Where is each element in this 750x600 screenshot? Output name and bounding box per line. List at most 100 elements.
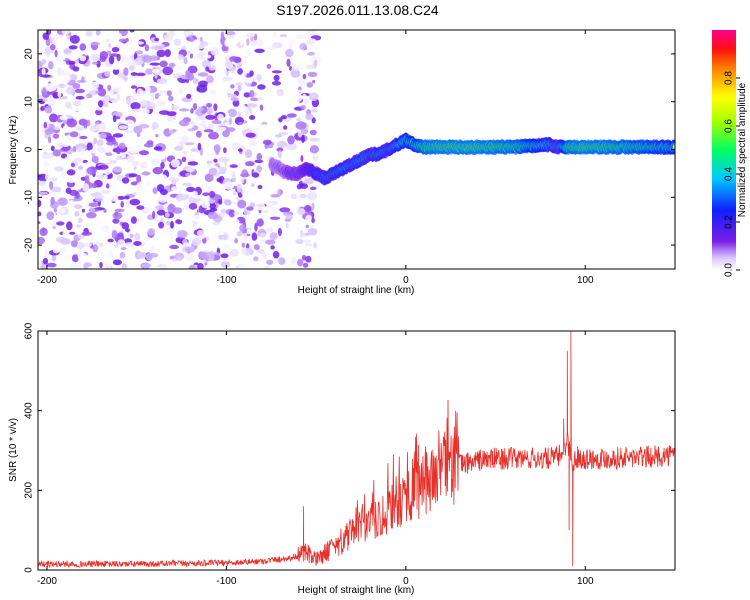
noise-blob xyxy=(222,129,230,138)
noise-blob xyxy=(279,34,288,38)
noise-blob xyxy=(246,103,258,108)
noise-blob xyxy=(262,209,270,214)
noise-blob xyxy=(239,224,246,233)
noise-blob xyxy=(89,84,95,90)
snr-panel: -200 -100 0 100 0 200 400 600 Height of straig… xyxy=(8,322,676,596)
noise-blob xyxy=(139,113,146,122)
noise-blob xyxy=(228,209,235,218)
noise-blob xyxy=(91,81,97,86)
noise-blob xyxy=(241,242,246,248)
noise-blob xyxy=(312,79,316,84)
noise-blob xyxy=(86,212,97,219)
noise-blob xyxy=(287,113,297,118)
x-tick-label: -100 xyxy=(216,576,236,587)
colorbar-tick-label: 0.6 xyxy=(724,119,735,133)
noise-blob xyxy=(191,148,197,152)
x-tick-label: 100 xyxy=(577,275,594,286)
noise-blob xyxy=(158,110,170,115)
noise-blob xyxy=(79,135,88,140)
noise-blob xyxy=(50,186,62,193)
noise-blob xyxy=(96,146,106,154)
noise-blob xyxy=(84,201,92,209)
noise-blob xyxy=(171,186,178,192)
noise-blob xyxy=(308,92,319,101)
noise-blob xyxy=(138,124,150,129)
noise-blob xyxy=(164,33,174,42)
noise-blob xyxy=(203,54,212,59)
noise-blob xyxy=(266,259,274,265)
noise-blob xyxy=(150,246,155,253)
noise-blob xyxy=(149,62,161,66)
noise-blob xyxy=(237,199,247,209)
noise-blob xyxy=(112,218,120,224)
noise-blob xyxy=(123,129,134,134)
noise-blob xyxy=(104,145,113,153)
noise-blob xyxy=(273,74,280,82)
noise-blob xyxy=(197,142,202,151)
noise-blob xyxy=(244,76,254,84)
noise-blob xyxy=(77,146,84,153)
noise-blob xyxy=(255,202,266,211)
noise-blob xyxy=(290,193,298,200)
noise-blob xyxy=(273,144,278,149)
noise-blob xyxy=(267,91,276,96)
noise-blob xyxy=(218,157,230,163)
noise-blob xyxy=(201,59,211,69)
noise-blob xyxy=(159,263,168,269)
noise-blob xyxy=(149,95,155,102)
noise-blob xyxy=(44,249,49,259)
noise-blob xyxy=(141,246,148,252)
noise-blob xyxy=(130,102,141,110)
noise-blob xyxy=(256,74,262,82)
noise-blob xyxy=(224,199,232,206)
noise-blob xyxy=(251,172,260,178)
noise-blob xyxy=(259,117,263,124)
noise-blob xyxy=(196,229,204,237)
noise-blob xyxy=(302,262,309,268)
noise-blob xyxy=(295,121,307,130)
noise-blob xyxy=(229,164,238,168)
noise-blob xyxy=(164,212,170,218)
snr-frame xyxy=(37,330,676,571)
noise-blob xyxy=(93,137,98,145)
noise-blob xyxy=(277,227,282,237)
noise-blob xyxy=(302,239,312,243)
noise-blob xyxy=(146,252,153,261)
noise-blob xyxy=(70,240,79,248)
noise-blob xyxy=(50,44,56,51)
noise-blob xyxy=(38,236,46,245)
noise-blob xyxy=(160,161,165,169)
noise-blob xyxy=(164,49,171,58)
noise-blob xyxy=(238,121,243,125)
noise-blob xyxy=(239,264,249,269)
noise-blob xyxy=(228,117,233,125)
noise-blob xyxy=(135,41,144,45)
noise-blob xyxy=(86,151,90,160)
noise-blob xyxy=(205,252,215,262)
noise-blob xyxy=(213,144,221,153)
noise-blob xyxy=(208,167,218,176)
noise-blob xyxy=(112,259,122,266)
noise-blob xyxy=(38,262,42,267)
noise-blob xyxy=(139,150,149,156)
noise-blob xyxy=(275,134,283,138)
noise-blob xyxy=(136,133,141,137)
noise-blob xyxy=(75,174,80,180)
noise-blob xyxy=(222,245,231,250)
noise-blob xyxy=(277,150,282,159)
noise-blob xyxy=(225,112,230,122)
noise-blob xyxy=(237,85,242,92)
noise-blob xyxy=(121,153,126,158)
noise-blob xyxy=(53,208,58,213)
noise-blob xyxy=(294,33,304,40)
noise-blob xyxy=(118,125,128,130)
noise-blob xyxy=(108,250,114,259)
noise-blob xyxy=(38,174,43,178)
noise-blob xyxy=(152,187,158,194)
noise-blob xyxy=(42,32,50,40)
noise-blob xyxy=(66,221,73,231)
noise-blob xyxy=(143,79,154,86)
noise-blob xyxy=(174,145,183,151)
noise-blob xyxy=(56,160,64,166)
x-tick-label: 0 xyxy=(403,576,409,587)
